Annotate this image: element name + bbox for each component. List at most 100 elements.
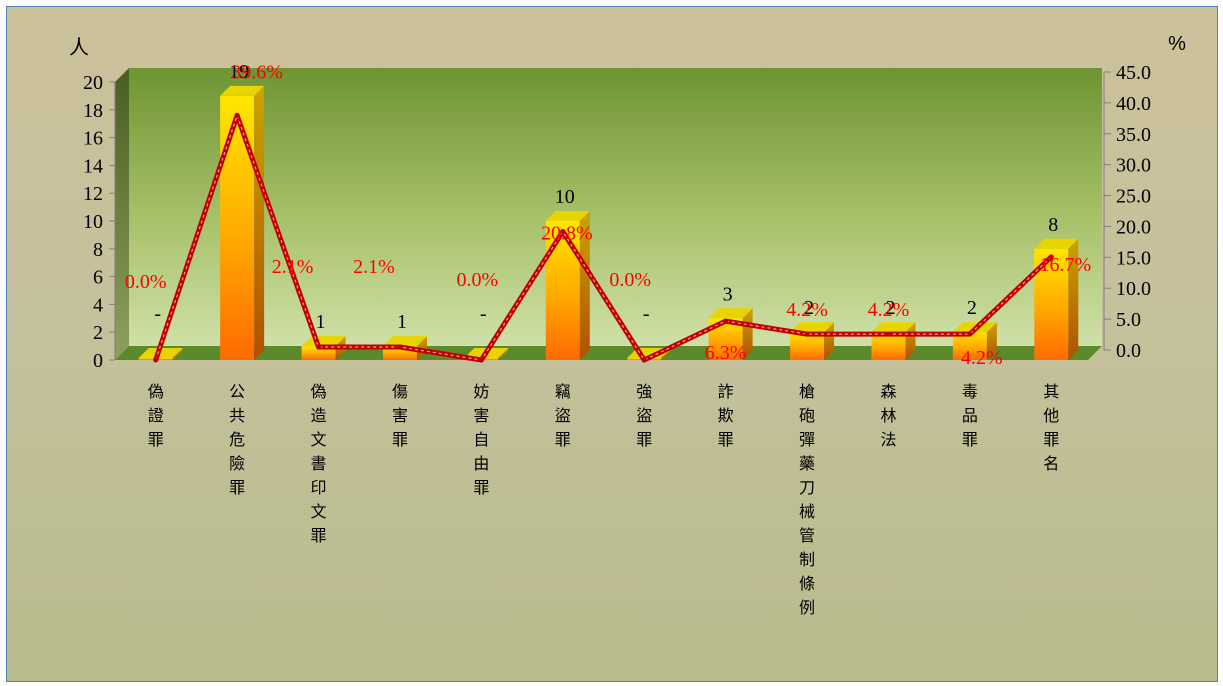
count-label-0: - xyxy=(154,303,161,325)
count-label-4: - xyxy=(480,303,487,325)
category-char: 書 xyxy=(311,454,327,473)
back-wall xyxy=(129,68,1102,346)
category-label-5: 竊盜罪 xyxy=(555,382,571,449)
count-label-2: 1 xyxy=(316,311,326,333)
percentage-point-2 xyxy=(316,344,322,350)
percent-label-0: 0.0% xyxy=(125,271,167,293)
percentage-point-5 xyxy=(560,229,566,235)
percentage-point-1 xyxy=(234,112,240,118)
chart-frame: 0 2 4 6 8 10 12 14 16 18 20 人 0.0 5.0 10.0 15.0 20.0 25.… xyxy=(6,6,1218,682)
category-char: 共 xyxy=(229,406,245,425)
category-label-9: 森林法 xyxy=(880,382,896,449)
count-label-8: 2 xyxy=(804,297,814,319)
right-tick-label: 0.0 xyxy=(1116,340,1141,362)
right-tick-label: 10.0 xyxy=(1116,278,1151,300)
category-char: 例 xyxy=(799,598,815,617)
category-char: 制 xyxy=(799,550,815,569)
bar-top xyxy=(220,85,265,96)
category-char: 名 xyxy=(1043,454,1059,473)
category-char: 由 xyxy=(473,454,489,473)
category-char: 罪 xyxy=(636,430,652,449)
count-label-11: 8 xyxy=(1048,214,1058,236)
category-char: 盜 xyxy=(555,406,571,425)
left-tick-label: 10 xyxy=(83,211,103,233)
category-char: 強 xyxy=(636,382,652,401)
category-label-0: 偽證罪 xyxy=(148,382,164,449)
category-char: 印 xyxy=(311,478,327,497)
category-char: 森 xyxy=(880,382,896,401)
bar-front xyxy=(301,346,336,360)
category-char: 危 xyxy=(229,430,245,449)
bar-11 xyxy=(1034,238,1079,360)
category-char: 罪 xyxy=(962,430,978,449)
right-tick-label: 35.0 xyxy=(1116,124,1151,146)
bar-side xyxy=(742,308,753,360)
category-char: 刀 xyxy=(799,478,815,497)
count-label-7: 3 xyxy=(723,283,733,305)
category-char: 自 xyxy=(473,430,489,449)
bar-side xyxy=(579,211,590,360)
category-char: 罪 xyxy=(311,526,327,545)
left-unit-label: 人 xyxy=(69,36,89,59)
right-tick-label: 20.0 xyxy=(1116,216,1151,238)
bar-front xyxy=(220,95,255,361)
right-tick-label: 25.0 xyxy=(1116,186,1151,208)
category-char: 槍 xyxy=(799,382,815,401)
left-axis: 0 2 4 6 8 10 12 14 16 18 20 人 xyxy=(69,36,116,372)
percent-label-9: 4.2% xyxy=(868,299,910,321)
category-char: 罪 xyxy=(392,430,408,449)
percentage-point-3 xyxy=(397,344,403,350)
category-char: 他 xyxy=(1043,406,1059,425)
percentage-point-9 xyxy=(885,331,891,337)
category-char: 品 xyxy=(962,406,978,425)
category-char: 林 xyxy=(880,406,896,425)
percentage-point-8 xyxy=(804,331,810,337)
bar-front xyxy=(545,221,580,360)
left-tick-label: 20 xyxy=(83,72,103,94)
category-char: 險 xyxy=(229,454,245,473)
bar-front xyxy=(790,332,825,360)
percentage-line-layer xyxy=(153,112,1054,363)
left-tick-label: 12 xyxy=(83,183,103,205)
category-char: 條 xyxy=(799,574,815,593)
category-char: 證 xyxy=(148,406,164,425)
bar-top xyxy=(708,308,753,319)
bar-side xyxy=(1068,238,1079,360)
category-char: 罪 xyxy=(555,430,571,449)
count-label-3: 1 xyxy=(397,311,407,333)
bar-side xyxy=(498,348,509,360)
percent-label-8: 4.2% xyxy=(786,299,828,321)
bar-top xyxy=(1034,238,1079,249)
percent-label-2: 2.1% xyxy=(272,256,314,278)
category-char: 彈 xyxy=(799,430,815,449)
bar-1 xyxy=(220,85,265,361)
category-char: 竊 xyxy=(555,382,571,401)
bar-2 xyxy=(301,336,346,360)
percentage-point-4 xyxy=(478,357,484,363)
category-char: 罪 xyxy=(1043,430,1059,449)
count-label-5: 10 xyxy=(555,186,575,208)
left-tick-label: 2 xyxy=(93,322,103,344)
category-label-3: 傷害罪 xyxy=(392,382,408,449)
count-label-6: - xyxy=(643,303,650,325)
percent-label-11: 16.7% xyxy=(1039,254,1091,276)
percent-label-5: 20.8% xyxy=(541,223,593,245)
left-tick-label: 14 xyxy=(83,155,103,177)
right-tick-label: 45.0 xyxy=(1116,62,1151,84)
bar-front xyxy=(871,332,906,360)
left-tick-label: 0 xyxy=(93,350,103,372)
category-label-6: 強盜罪 xyxy=(636,382,652,449)
category-char: 妨 xyxy=(473,382,489,401)
right-tick-label: 15.0 xyxy=(1116,247,1151,269)
percent-label-1: 39.6% xyxy=(231,61,283,83)
category-char: 詐 xyxy=(718,382,734,401)
category-char: 偽 xyxy=(311,382,327,401)
percentage-point-6 xyxy=(641,357,647,363)
percent-label-7: 6.3% xyxy=(705,342,747,364)
bar-top xyxy=(301,336,346,347)
percent-label-4: 0.0% xyxy=(457,269,499,291)
category-char: 文 xyxy=(311,430,327,449)
bar-top xyxy=(382,336,427,347)
